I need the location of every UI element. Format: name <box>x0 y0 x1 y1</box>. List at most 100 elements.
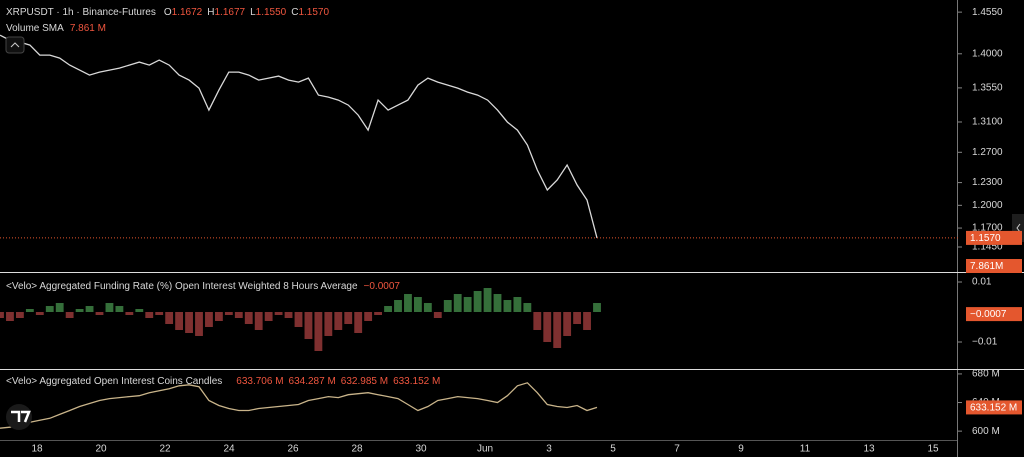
y-tick-label: 0.01 <box>972 277 992 288</box>
bar <box>543 312 552 342</box>
bar <box>224 312 233 316</box>
ohlc-value: 1.1570 <box>298 7 329 18</box>
y-tick-label: 680 M <box>972 369 1000 380</box>
x-tick-label: 20 <box>95 444 107 455</box>
bar <box>115 306 124 313</box>
ohlc-label: C <box>291 7 298 18</box>
bar <box>493 294 502 313</box>
price-legend: XRPUSDT · 1h · Binance-Futures O1.1672 H1.… <box>6 7 329 18</box>
funding-legend: <Velo> Aggregated Funding Rate (%) Open … <box>6 281 400 292</box>
bar <box>463 297 472 313</box>
marks: 1.4550 1.4000 1.3550 1.3100 1.2700 1.2300 1.20… <box>0 7 1003 455</box>
bar <box>523 303 532 313</box>
indicator-value: 633.706 M <box>236 376 283 387</box>
y-tick-label: 1.2000 <box>972 200 1003 211</box>
indicator-value: 634.287 M <box>289 376 336 387</box>
y-tick-label: 1.4550 <box>972 7 1003 18</box>
bar <box>15 312 24 319</box>
ohlc-value: 1.1672 <box>172 7 203 18</box>
bar <box>175 312 184 330</box>
bar <box>25 309 34 313</box>
indicator-name: Volume SMA <box>6 23 64 34</box>
indicator-value: 7.861 M <box>70 23 106 34</box>
bar <box>483 288 492 313</box>
x-tick-label: 13 <box>863 444 875 455</box>
logo[interactable] <box>6 404 32 430</box>
x-tick-label: 26 <box>287 444 299 455</box>
bar <box>563 312 572 336</box>
x-tick-label: 18 <box>31 444 43 455</box>
bar <box>135 309 144 313</box>
x-tick-label: Jun <box>477 444 493 455</box>
bar <box>583 312 591 330</box>
bar <box>553 312 562 348</box>
x-tick-label: 11 <box>800 444 811 455</box>
y-tick-label: 600 M <box>972 426 1000 437</box>
bar <box>45 306 54 313</box>
bar <box>145 312 154 319</box>
x-tick-label: 15 <box>927 444 939 455</box>
ohlc-value: 1.1550 <box>256 7 287 18</box>
x-tick-label: 5 <box>610 444 616 455</box>
bar <box>75 309 84 313</box>
bar <box>214 312 223 321</box>
symbol: XRPUSDT · 1h · Binance-Futures <box>6 7 156 18</box>
x-tick-label: 22 <box>159 444 171 455</box>
indicator-name: <Velo> Aggregated Funding Rate (%) Open … <box>6 281 358 292</box>
bar <box>384 306 392 313</box>
bar <box>354 312 363 333</box>
bar <box>294 312 303 327</box>
bar <box>413 297 422 313</box>
collapse-button[interactable] <box>5 36 25 54</box>
bar <box>6 312 14 321</box>
bar <box>473 291 482 313</box>
bar <box>423 303 432 313</box>
ohlc-label: H <box>207 7 214 18</box>
bar <box>35 312 44 316</box>
bar <box>344 312 353 324</box>
bar <box>533 312 542 330</box>
price-box <box>966 230 1022 245</box>
ohlc-value: 1.1677 <box>214 7 245 18</box>
bar <box>195 312 203 336</box>
bar <box>65 312 74 319</box>
price-box-label: 1.1570 <box>970 233 1001 244</box>
bar <box>284 312 293 319</box>
y-tick-label: 1.1700 <box>972 223 1003 234</box>
bar <box>374 312 383 316</box>
indicator-value: −0.0007 <box>364 281 401 292</box>
bar <box>314 312 323 351</box>
y-tick-label: 1.2300 <box>972 177 1003 188</box>
x-tick-label: 30 <box>415 444 427 455</box>
bar <box>55 303 64 313</box>
x-tick-label: 9 <box>738 444 744 455</box>
price-box-label: 633.152 M <box>970 403 1017 414</box>
indicator-name: <Velo> Aggregated Open Interest Coins Ca… <box>6 376 222 387</box>
y-tick-label: 1.2700 <box>972 147 1003 158</box>
price-box <box>966 400 1022 415</box>
bar <box>264 312 273 321</box>
price-box <box>966 307 1022 322</box>
volume-legend: Volume SMA 7.861 M <box>6 23 106 34</box>
bar <box>125 312 134 316</box>
bar <box>0 312 4 319</box>
bar <box>95 312 104 316</box>
series-line <box>0 34 598 239</box>
bar <box>165 312 174 324</box>
bar <box>573 312 582 324</box>
bar <box>85 306 94 313</box>
oi-legend: <Velo> Aggregated Open Interest Coins Ca… <box>6 376 440 387</box>
y-tick-label: 1.3100 <box>972 117 1003 128</box>
y-tick-label: −0.01 <box>972 337 998 348</box>
y-tick-label: 1.4000 <box>972 48 1003 59</box>
bar <box>324 312 333 336</box>
bar <box>453 294 462 313</box>
x-tick-label: 28 <box>351 444 363 455</box>
price-box <box>966 259 1022 273</box>
bar <box>394 300 402 313</box>
bar <box>503 300 512 313</box>
bar <box>155 312 164 316</box>
bar <box>433 312 442 319</box>
y-tick-label: 1.1450 <box>972 242 1003 253</box>
ohlc-label: L <box>250 7 256 18</box>
